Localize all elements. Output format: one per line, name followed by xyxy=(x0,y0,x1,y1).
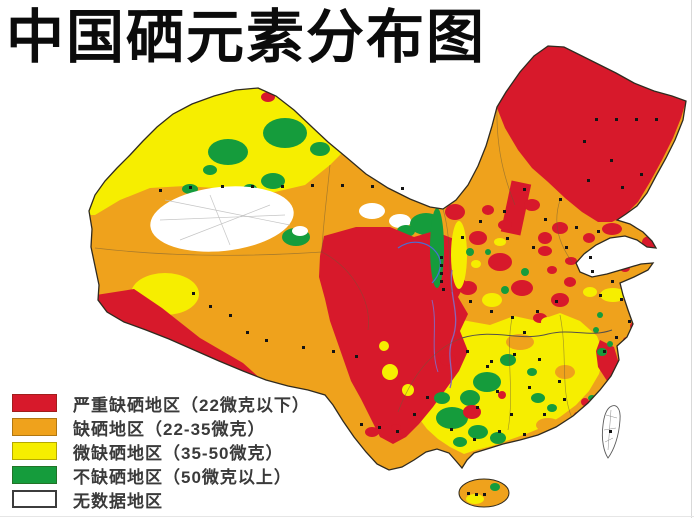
legend-item-deficient: 缺硒地区（22-35微克） xyxy=(12,415,310,439)
legend-swatch-severe-deficient xyxy=(12,394,57,412)
map-region-altai-red xyxy=(261,92,275,102)
right-edge-line xyxy=(691,0,692,518)
legend-swatch-deficient xyxy=(12,418,57,436)
province-boundaries xyxy=(94,106,573,431)
legend: 严重缺硒地区（22微克以下） 缺硒地区（22-35微克） 微缺硒地区（35-50… xyxy=(12,391,310,511)
map-region-central-red xyxy=(319,227,468,444)
legend-item-mild-deficient: 微缺硒地区（35-50微克） xyxy=(12,439,310,463)
legend-item-severe-deficient: 严重缺硒地区（22微克以下） xyxy=(12,391,310,415)
legend-item-no-data: 无数据地区 xyxy=(12,487,310,511)
legend-swatch-mild-deficient xyxy=(12,442,57,460)
legend-label: 严重缺硒地区（22微克以下） xyxy=(73,395,310,415)
legend-label: 不缺硒地区（50微克以上） xyxy=(73,467,292,487)
map-region-tibet-red xyxy=(96,289,262,382)
page-title: 中国硒元素分布图 xyxy=(6,3,487,71)
legend-item-non-deficient: 不缺硒地区（50微克以上） xyxy=(12,463,310,487)
legend-swatch-no-data xyxy=(12,490,57,508)
china-outline xyxy=(88,45,687,471)
legend-label: 微缺硒地区（35-50微克） xyxy=(73,443,284,463)
legend-swatch-non-deficient xyxy=(12,466,57,484)
bottom-edge-line xyxy=(0,516,694,517)
legend-label: 无数据地区 xyxy=(73,491,163,511)
legend-label: 缺硒地区（22-35微克） xyxy=(73,419,266,439)
map-region-tarim-nodata xyxy=(150,186,294,252)
city-dots xyxy=(159,118,658,496)
